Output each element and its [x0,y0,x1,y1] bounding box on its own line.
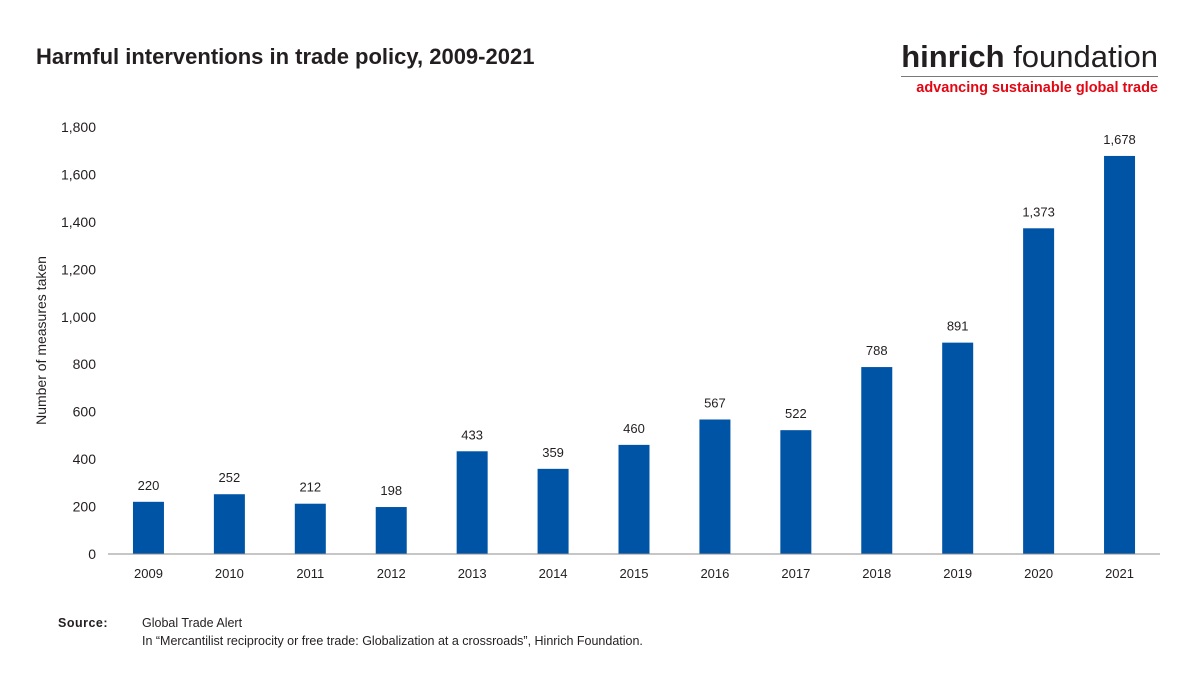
brand-name: hinrich foundation [901,40,1158,77]
x-tick-label: 2015 [620,566,649,581]
source-label: Source: [58,616,109,630]
x-tick-label: 2019 [943,566,972,581]
bar [456,451,488,554]
x-tick-label: 2021 [1105,566,1134,581]
y-tick-label: 800 [73,356,97,372]
y-tick-label: 600 [73,404,97,420]
data-label: 212 [299,480,321,495]
y-tick-label: 200 [73,499,97,515]
data-label: 252 [219,470,241,485]
brand-logo: hinrich foundation advancing sustainable… [901,40,1158,96]
y-tick-label: 1,200 [61,261,96,277]
data-label: 433 [461,427,483,442]
source-line: In “Mercantilist reciprocity or free tra… [142,634,643,648]
data-label: 788 [866,343,888,358]
data-label: 1,678 [1103,132,1136,147]
bar [861,367,893,554]
x-tick-label: 2017 [781,566,810,581]
x-tick-label: 2009 [134,566,163,581]
brand-name-bold: hinrich [901,39,1005,74]
x-tick-label: 2014 [539,566,568,581]
x-tick-label: 2018 [862,566,891,581]
brand-name-rest: foundation [1004,39,1158,74]
bar [780,430,812,554]
y-tick-label: 1,000 [61,309,96,325]
data-label: 891 [947,319,969,334]
x-tick-label: 2012 [377,566,406,581]
bar [1023,228,1055,554]
data-label: 359 [542,445,564,460]
x-tick-label: 2016 [700,566,729,581]
data-label: 460 [623,421,645,436]
y-tick-label: 1,400 [61,214,96,230]
data-label: 522 [785,406,807,421]
bar [537,468,569,554]
bar [618,444,650,554]
chart-title: Harmful interventions in trade policy, 2… [36,44,535,69]
y-tick-label: 1,800 [61,119,96,135]
data-label: 198 [380,483,402,498]
x-tick-label: 2013 [458,566,487,581]
y-tick-label: 0 [88,546,96,562]
bar [942,342,974,554]
source-note: Source: Global Trade Alert In “Mercantil… [58,614,643,650]
x-tick-label: 2011 [296,566,324,581]
source-line: Global Trade Alert [142,616,243,630]
y-tick-label: 400 [73,451,97,467]
data-label: 220 [138,478,160,493]
bar [132,501,164,554]
y-axis-label: Number of measures taken [33,256,49,425]
source-lines: Global Trade Alert In “Mercantilist reci… [142,614,643,650]
y-tick-label: 1,600 [61,166,96,182]
data-label: 1,373 [1022,204,1055,219]
x-tick-label: 2010 [215,566,244,581]
bar [294,503,326,554]
bar [213,494,245,554]
bar [699,419,731,554]
bar [1104,155,1136,555]
x-tick-label: 2020 [1024,566,1053,581]
bar [375,507,407,554]
data-label: 567 [704,395,726,410]
brand-tagline: advancing sustainable global trade [916,80,1158,96]
